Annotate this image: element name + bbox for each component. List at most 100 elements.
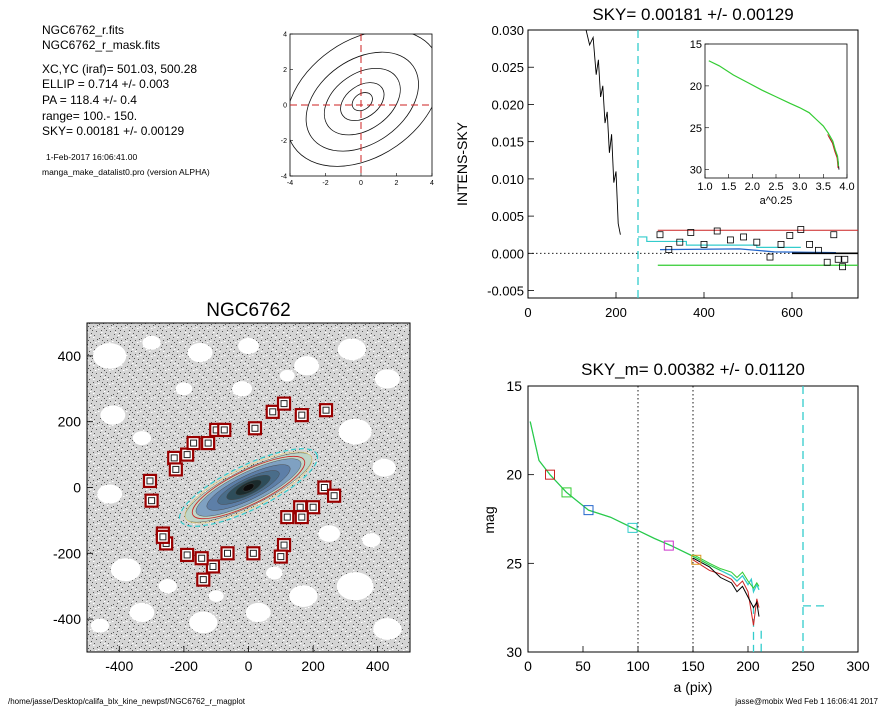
contour-ytick-label: 4: [283, 32, 287, 39]
sky-ylabel: INTENS-SKY: [454, 121, 470, 206]
mag-ytick-label: 30: [506, 644, 522, 660]
mask-box: [280, 510, 295, 525]
sky-step-blue: [659, 248, 837, 254]
inset-xtick-label: 2.0: [745, 181, 760, 193]
sky-point: [806, 240, 813, 248]
image-ytick-label: -400: [53, 611, 81, 627]
sky-point: [797, 226, 805, 233]
image-empty-region: [208, 590, 224, 602]
mag-xtick-label: 100: [626, 658, 650, 674]
sky-point: [830, 231, 838, 239]
sky-point: [777, 240, 785, 248]
image-empty-region: [187, 343, 213, 363]
mag-ytick-label: 20: [506, 467, 522, 483]
mask-box-inner: [280, 400, 288, 408]
sky-point: [656, 231, 664, 239]
mask-box-inner: [320, 484, 328, 491]
mag-series-line: [529, 421, 760, 594]
mag-marker: [561, 487, 572, 498]
sky-profile-panel: SKY= 0.00181 +/- 0.00129 INTENS-SKY 0.030 0…: [454, 5, 859, 320]
sky-ytick-label: 0.020: [491, 97, 524, 112]
contour-level: [305, 51, 419, 152]
fit-ellipse-inner: [191, 455, 306, 520]
contour-level: [351, 92, 373, 112]
sky-point: [727, 236, 734, 244]
sky-point: [786, 232, 794, 239]
mask-box: [205, 559, 221, 574]
contour-ytick-label: 0: [283, 103, 287, 110]
contour-xtick-label: 2: [395, 180, 399, 187]
info-file1: NGC6762_r.fits: [42, 23, 124, 37]
mask-box-inner: [251, 424, 259, 432]
image-empty-region: [289, 585, 318, 607]
contour-ytick-label: -2: [281, 138, 287, 145]
mask-box: [294, 510, 309, 525]
inset-ytick-label: 15: [690, 39, 702, 51]
mask-box-inner: [298, 411, 306, 419]
mag-marker: [627, 522, 638, 533]
mag-marker: [545, 469, 555, 480]
inset-xlabel: a^0.25: [760, 195, 793, 207]
mask-box-inner: [170, 454, 178, 462]
mag-xtick-label: 200: [736, 658, 760, 674]
mask-box-inner: [309, 503, 317, 511]
image-empty-region: [245, 602, 271, 623]
sky-point: [665, 246, 673, 254]
mask-box-inner: [280, 541, 288, 549]
mask-box: [294, 408, 309, 423]
fit-ellipse-mid: [184, 451, 313, 524]
sky-xtick-label: 600: [781, 305, 803, 320]
image-xtick-label: 0: [245, 658, 253, 674]
info-date: 1-Feb-2017 16:06:41.00: [46, 152, 137, 162]
sky-profile-line: [585, 30, 621, 235]
mag-xlabel: a (pix): [674, 679, 713, 695]
mag-series-line: [692, 554, 760, 590]
mag-xtick-label: 0: [524, 658, 532, 674]
sky-point: [687, 229, 695, 236]
sky-title: SKY= 0.00181 +/- 0.00129: [592, 5, 793, 24]
inset-xtick-label: 4.0: [839, 181, 854, 193]
sky-step-cyan: [638, 236, 801, 248]
inset-profile-green: [708, 60, 840, 167]
mag-series-line: [692, 557, 760, 617]
sky-ytick-label: 0.000: [491, 246, 524, 261]
inset-ytick-label: 25: [690, 123, 702, 135]
sky-ytick-label: 0.005: [491, 209, 524, 224]
image-empty-region: [373, 618, 402, 640]
sky-ytick-label: -0.005: [487, 284, 524, 299]
sky-xtick-label: 0: [524, 305, 531, 320]
inset-frame: [704, 43, 848, 179]
mask-box-inner: [190, 439, 198, 447]
mask-box: [318, 403, 334, 418]
image-empty-region: [336, 572, 374, 601]
mask-box: [144, 493, 159, 508]
image-title: NGC6762: [206, 300, 291, 321]
mask-box: [326, 488, 342, 503]
image-xtick-label: 400: [366, 658, 390, 674]
contour-ytick-label: -4: [281, 174, 287, 181]
image-ytick-label: -200: [53, 545, 81, 561]
image-empty-region: [266, 566, 283, 580]
mag-xtick-label: 50: [575, 658, 591, 674]
inset-profile-red: [827, 134, 839, 168]
mask-box-inner: [198, 554, 206, 562]
image-empty-region: [338, 418, 372, 445]
mask-box-inner: [199, 576, 207, 584]
sky-point: [834, 255, 842, 263]
galaxy: [178, 448, 319, 527]
mask-box-inner: [148, 497, 156, 505]
image-xtick-label: -200: [170, 658, 198, 674]
image-empty-region: [175, 382, 193, 396]
image-empty-region: [100, 405, 126, 425]
mask-box: [180, 547, 195, 563]
contour-level: [323, 67, 401, 136]
image-empty-region: [158, 579, 177, 594]
image-xtick-label: 200: [301, 658, 325, 674]
contour-xtick-label: 0: [359, 180, 363, 187]
image-empty-region: [238, 338, 259, 355]
mask-box-inner: [330, 492, 338, 500]
sky-point: [766, 253, 774, 261]
mask-box-inner: [159, 533, 167, 541]
contour-lines: [290, 34, 432, 167]
image-empty-region: [337, 338, 367, 361]
